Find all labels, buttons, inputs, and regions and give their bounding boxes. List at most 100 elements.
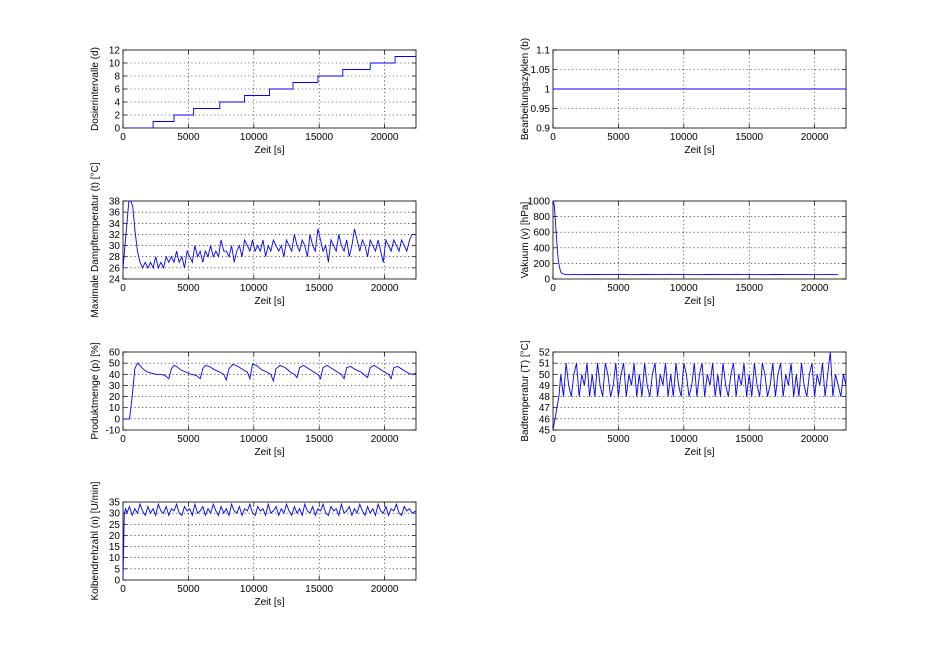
y-tick-label: 600 bbox=[533, 228, 550, 239]
y-tick-label: 1000 bbox=[528, 197, 551, 208]
x-tick-label: 0 bbox=[550, 283, 556, 294]
x-axis-label: Zeit [s] bbox=[254, 296, 284, 307]
y-axis-label: Produktmenge (p) [%] bbox=[90, 342, 101, 439]
y-tick-label: 800 bbox=[533, 212, 550, 223]
y-tick-label: -10 bbox=[106, 426, 121, 437]
x-tick-label: 5000 bbox=[177, 584, 200, 595]
x-tick-label: 20000 bbox=[371, 132, 399, 143]
y-tick-label: 35 bbox=[109, 498, 121, 509]
y-axis-label: Maximale Dampftemperatur (t) [°C] bbox=[90, 162, 101, 317]
y-tick-label: 15 bbox=[109, 542, 121, 553]
y-axis-label: Bearbeitungszyklen (b) bbox=[520, 38, 531, 140]
x-tick-label: 10000 bbox=[240, 434, 268, 445]
subplot-4: 0 5000 10000 15000 20000 0 200 400 600 800 1000 Zei… bbox=[520, 197, 847, 307]
x-tick-label: 5000 bbox=[177, 283, 200, 294]
y-tick-label: 34 bbox=[109, 219, 121, 230]
x-axis-label: Zeit [s] bbox=[254, 597, 284, 608]
x-tick-label: 15000 bbox=[735, 283, 763, 294]
y-tick-label: 30 bbox=[109, 241, 121, 252]
x-axis-label: Zeit [s] bbox=[684, 145, 714, 156]
plot-area bbox=[552, 200, 847, 280]
y-tick-label: 28 bbox=[109, 252, 121, 263]
subplot-5: 0 5000 10000 15000 20000-100102030405060Zeit… bbox=[90, 342, 417, 458]
y-tick-label: 46 bbox=[539, 414, 551, 425]
y-tick-label: 25 bbox=[109, 520, 121, 531]
x-tick-label: 10000 bbox=[240, 132, 268, 143]
x-tick-label: 20000 bbox=[371, 584, 399, 595]
y-tick-label: 1 bbox=[544, 85, 550, 96]
x-tick-label: 0 bbox=[550, 434, 556, 445]
y-tick-label: 0 bbox=[114, 414, 120, 425]
plot-area bbox=[122, 501, 417, 581]
y-tick-label: 4 bbox=[114, 98, 120, 109]
y-tick-label: 200 bbox=[533, 259, 550, 270]
y-axis-label: Dosierintervalle (d) bbox=[90, 47, 101, 131]
y-tick-label: 12 bbox=[109, 46, 121, 57]
y-tick-label: 52 bbox=[539, 348, 551, 359]
y-tick-label: 51 bbox=[539, 359, 551, 370]
x-tick-label: 10000 bbox=[670, 434, 698, 445]
y-tick-label: 50 bbox=[109, 359, 121, 370]
y-tick-label: 20 bbox=[109, 531, 121, 542]
y-tick-label: 0.9 bbox=[536, 124, 550, 135]
series-line bbox=[123, 502, 416, 580]
y-tick-label: 5 bbox=[114, 564, 120, 575]
series-line bbox=[123, 201, 416, 270]
y-tick-label: 47 bbox=[539, 403, 551, 414]
y-tick-label: 0 bbox=[544, 275, 550, 286]
plot-area bbox=[122, 200, 417, 280]
x-tick-label: 0 bbox=[120, 434, 126, 445]
y-tick-label: 24 bbox=[109, 275, 121, 286]
x-axis-label: Zeit [s] bbox=[684, 447, 714, 458]
x-tick-label: 15000 bbox=[305, 132, 333, 143]
x-tick-label: 10000 bbox=[670, 283, 698, 294]
y-tick-label: 26 bbox=[109, 263, 121, 274]
x-tick-label: 20000 bbox=[801, 132, 829, 143]
series-line bbox=[553, 201, 839, 276]
y-axis-label: Badtemperatur (T) [°C] bbox=[520, 340, 531, 441]
x-tick-label: 0 bbox=[120, 132, 126, 143]
y-tick-label: 30 bbox=[109, 381, 121, 392]
x-tick-label: 20000 bbox=[371, 283, 399, 294]
x-axis-label: Zeit [s] bbox=[254, 447, 284, 458]
y-tick-label: 40 bbox=[109, 370, 121, 381]
y-tick-label: 30 bbox=[109, 509, 121, 520]
subplot-2: 0 5000 10000 15000 20000 0.9 0.95 1 1.05 1.1 Zeit … bbox=[520, 38, 847, 156]
x-tick-label: 15000 bbox=[305, 584, 333, 595]
y-tick-label: 0.95 bbox=[531, 104, 551, 115]
x-tick-label: 20000 bbox=[801, 434, 829, 445]
x-tick-label: 20000 bbox=[371, 434, 399, 445]
series-line bbox=[123, 362, 416, 420]
y-tick-label: 1.1 bbox=[536, 46, 550, 57]
y-tick-label: 38 bbox=[109, 197, 121, 208]
y-tick-label: 32 bbox=[109, 230, 121, 241]
x-tick-label: 0 bbox=[120, 584, 126, 595]
y-tick-label: 0 bbox=[114, 124, 120, 135]
x-axis-label: Zeit [s] bbox=[254, 145, 284, 156]
y-tick-label: 48 bbox=[539, 392, 551, 403]
series-line bbox=[553, 352, 846, 430]
x-tick-label: 15000 bbox=[735, 132, 763, 143]
y-tick-label: 60 bbox=[109, 348, 121, 359]
x-tick-label: 0 bbox=[550, 132, 556, 143]
x-tick-label: 20000 bbox=[801, 283, 829, 294]
plot-area bbox=[552, 351, 847, 431]
y-tick-label: 10 bbox=[109, 59, 121, 70]
x-tick-label: 5000 bbox=[607, 434, 630, 445]
x-tick-label: 10000 bbox=[240, 584, 268, 595]
y-tick-label: 6 bbox=[114, 85, 120, 96]
x-tick-label: 5000 bbox=[177, 132, 200, 143]
x-tick-label: 15000 bbox=[305, 283, 333, 294]
y-tick-label: 2 bbox=[114, 111, 120, 122]
y-tick-label: 10 bbox=[109, 403, 121, 414]
y-tick-label: 20 bbox=[109, 392, 121, 403]
y-tick-label: 8 bbox=[114, 72, 120, 83]
y-axis-label: Kolbendrehzahl (n) [U/min] bbox=[90, 481, 101, 600]
x-tick-label: 10000 bbox=[670, 132, 698, 143]
plot-area bbox=[122, 351, 417, 431]
